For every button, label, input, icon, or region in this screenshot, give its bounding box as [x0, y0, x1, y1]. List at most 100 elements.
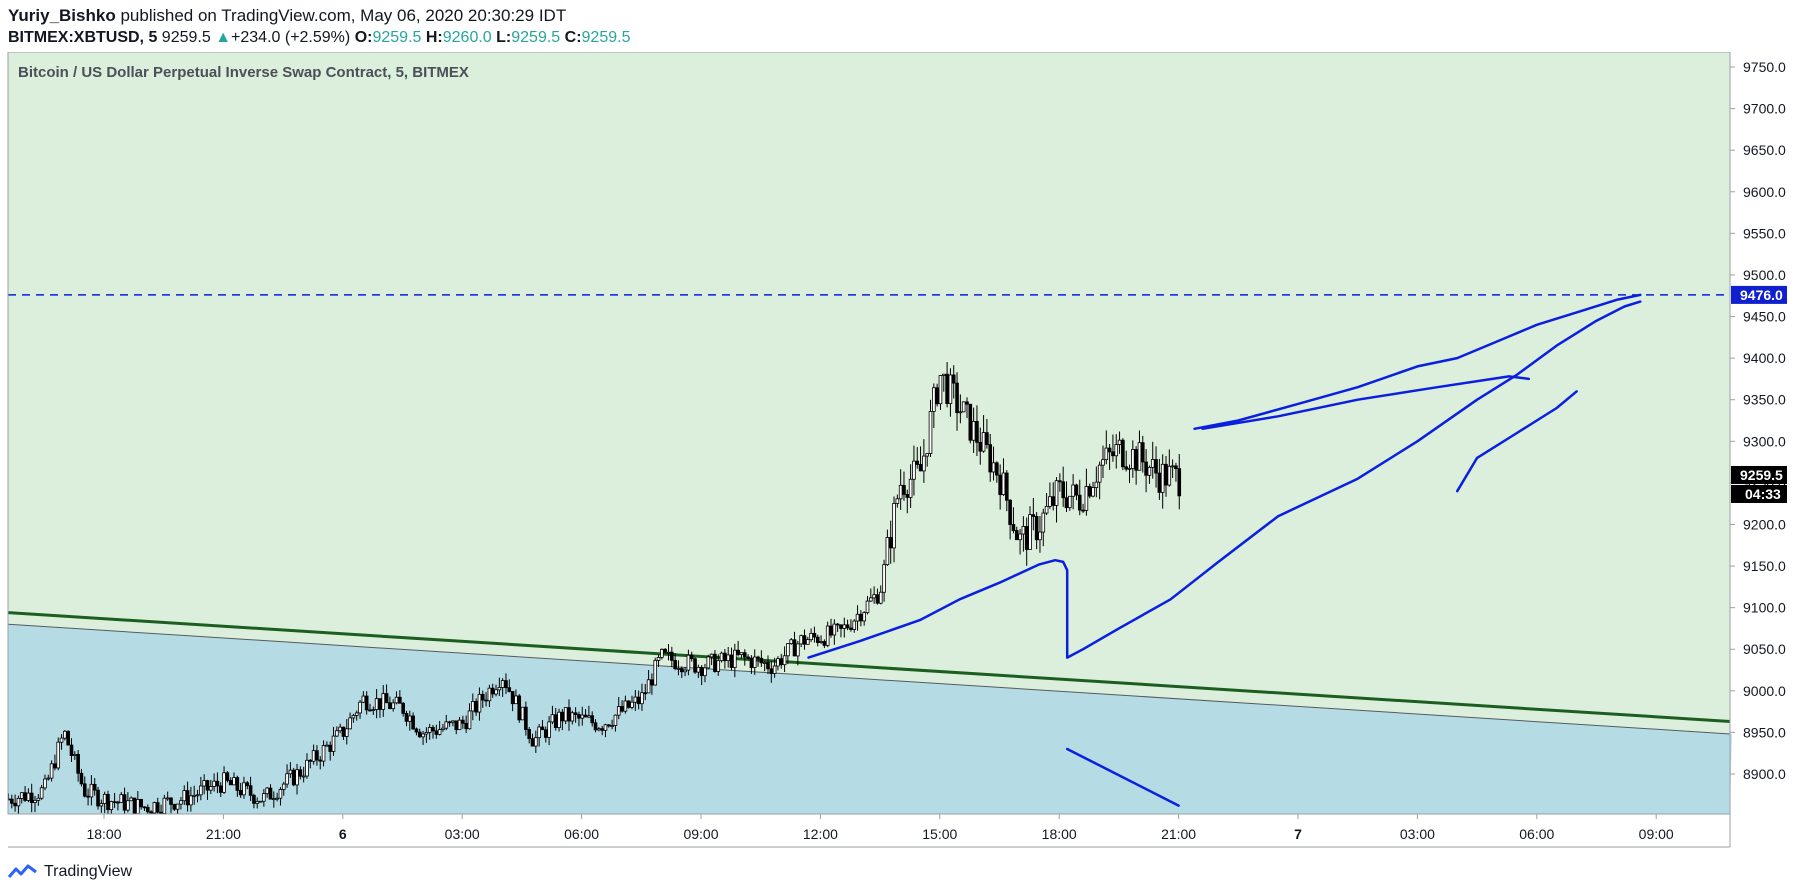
- y-tick-label: 9200.0: [1743, 516, 1786, 532]
- candle: [477, 687, 482, 721]
- candle: [646, 670, 651, 694]
- candle: [275, 792, 279, 802]
- candle: [49, 760, 54, 782]
- level-price-text: 9476.0: [1740, 287, 1783, 303]
- candle: [454, 720, 459, 735]
- candle: [262, 789, 266, 807]
- drawn-down-line[interactable]: [1065, 747, 1180, 807]
- candle: [842, 617, 847, 638]
- candle: [895, 494, 900, 508]
- candle: [809, 628, 813, 643]
- candle: [762, 660, 767, 672]
- x-tick-label: 15:00: [922, 826, 957, 842]
- candle: [504, 673, 508, 695]
- y-tick-label: 9150.0: [1743, 558, 1786, 574]
- candle: [772, 657, 777, 678]
- candle: [96, 786, 100, 810]
- drawn-arrow-head-middle[interactable]: [1201, 375, 1531, 431]
- x-tick-label: 7: [1294, 826, 1302, 842]
- candle: [417, 728, 422, 738]
- low-value: 9259.5: [511, 29, 561, 46]
- candle: [885, 529, 890, 566]
- candle: [63, 729, 67, 741]
- candle: [195, 789, 200, 803]
- y-tick-label: 9100.0: [1743, 600, 1786, 616]
- candle: [676, 660, 681, 676]
- candle: [583, 709, 588, 718]
- candle: [255, 797, 260, 809]
- candle: [447, 720, 452, 727]
- drawn-arrow-head-lower[interactable]: [1455, 390, 1578, 493]
- time-axis[interactable]: 18:00 21:00 6 03:00 06:00 09:00 12:00 15:00 18:0…: [86, 814, 1674, 842]
- candle: [1124, 450, 1128, 472]
- tradingview-footer[interactable]: TradingView: [8, 861, 132, 883]
- candle: [663, 647, 667, 654]
- candle: [1034, 512, 1039, 550]
- candle: [235, 775, 240, 797]
- candle: [404, 710, 409, 727]
- candle: [1094, 466, 1099, 498]
- candle: [1038, 515, 1042, 553]
- candle: [726, 646, 730, 668]
- candle: [656, 654, 661, 668]
- published-text: published on TradingView.com, May 06, 20…: [120, 6, 567, 25]
- candle: [567, 699, 571, 731]
- candle: [915, 447, 920, 469]
- candle: [1101, 445, 1105, 479]
- candle: [354, 710, 359, 721]
- candle: [686, 649, 691, 676]
- candle: [932, 383, 936, 429]
- author-name[interactable]: Yuriy_Bishko: [8, 6, 116, 25]
- candle: [849, 619, 853, 632]
- candle: [169, 797, 173, 814]
- drawn-arrow-path[interactable]: [807, 300, 1642, 659]
- candle: [918, 446, 923, 472]
- candle: [825, 621, 830, 648]
- candle: [872, 586, 876, 604]
- candle: [543, 726, 548, 743]
- green-trendline[interactable]: [8, 611, 1731, 723]
- candle: [713, 650, 717, 673]
- candle: [507, 679, 512, 693]
- candle: [66, 730, 70, 746]
- candle: [116, 800, 120, 811]
- candle: [325, 741, 329, 747]
- candle: [550, 705, 555, 725]
- candle: [388, 696, 392, 710]
- high-value: 9260.0: [442, 29, 492, 46]
- drawn-arrow-head-upper[interactable]: [1193, 293, 1642, 431]
- candle: [222, 766, 226, 794]
- candle: [182, 785, 187, 805]
- candle: [693, 657, 697, 674]
- candle: [427, 723, 432, 740]
- chart-title: Bitcoin / US Dollar Perpetual Inverse Sw…: [18, 64, 469, 81]
- candle: [968, 403, 973, 444]
- candle: [1107, 444, 1112, 470]
- candle: [862, 611, 866, 626]
- open-label: O:: [354, 29, 373, 46]
- candle: [484, 692, 488, 707]
- candle: [1031, 497, 1036, 531]
- price-chart[interactable]: Bitcoin / US Dollar Perpetual Inverse Sw…: [0, 52, 1805, 858]
- candle: [1177, 454, 1182, 510]
- candle: [474, 698, 478, 716]
- candle: [424, 727, 429, 743]
- publish-line: Yuriy_Bishko published on TradingView.co…: [8, 6, 566, 26]
- candle: [782, 646, 787, 673]
- candle: [431, 724, 435, 739]
- candle: [835, 622, 840, 632]
- candle: [859, 610, 863, 627]
- ohlc-line: BITMEX:XBTUSD, 5 9259.5 ▲+234.0 (+2.59%)…: [8, 29, 630, 47]
- candle: [855, 605, 860, 631]
- candle: [689, 651, 694, 662]
- candle: [285, 764, 289, 788]
- candle: [102, 791, 107, 814]
- candle: [252, 793, 256, 809]
- price-axis[interactable]: 9750.0 9700.0 9650.0 9600.0 9550.0 9500.0 9450…: [1730, 59, 1786, 782]
- candle: [1104, 430, 1109, 465]
- candle: [401, 702, 405, 717]
- candle: [1008, 499, 1012, 540]
- candle: [1077, 479, 1082, 516]
- candle: [965, 397, 969, 419]
- candle: [295, 763, 299, 795]
